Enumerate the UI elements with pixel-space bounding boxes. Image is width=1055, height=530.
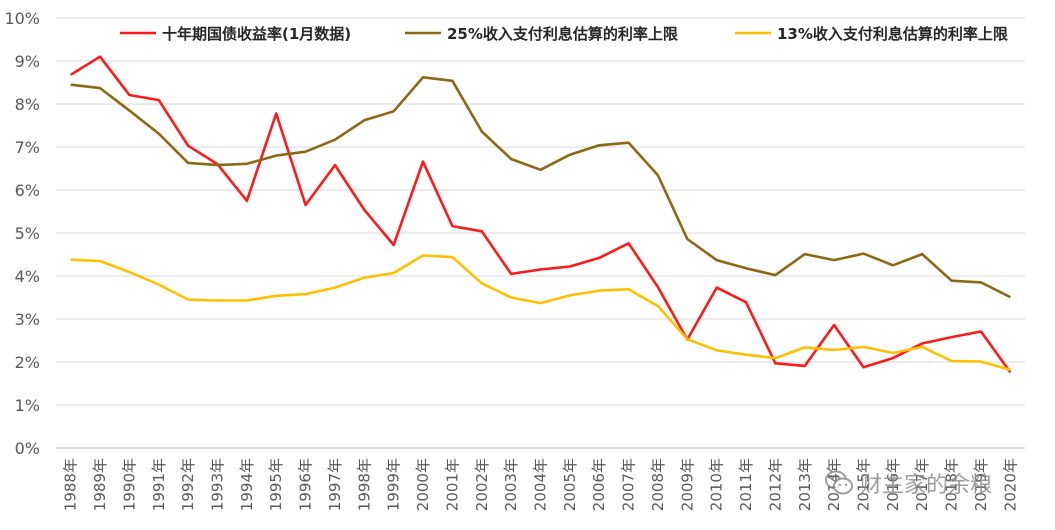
x-tick-label: 1991年 bbox=[150, 458, 168, 511]
x-tick-label: 2002年 bbox=[473, 458, 491, 511]
x-tick-label: 2003年 bbox=[502, 458, 520, 511]
y-tick-label: 0% bbox=[15, 439, 40, 458]
x-tick-label: 1999年 bbox=[385, 458, 403, 511]
x-tick-label: 1994年 bbox=[238, 458, 256, 511]
gridlines bbox=[56, 17, 1025, 449]
x-tick-label: 1996年 bbox=[297, 458, 315, 511]
legend-label-2: 25%收入支付利息估算的利率上限 bbox=[447, 25, 678, 43]
y-tick-label: 5% bbox=[15, 224, 40, 243]
y-tick-label: 1% bbox=[15, 396, 40, 415]
x-tick-label: 2020年 bbox=[1001, 458, 1019, 511]
x-tick-label: 1993年 bbox=[209, 458, 227, 511]
y-tick-label: 8% bbox=[15, 95, 40, 114]
y-tick-label: 2% bbox=[15, 353, 40, 372]
series-line-1 bbox=[70, 55, 1012, 374]
series-line-3 bbox=[70, 254, 1011, 371]
x-tick-label: 2017年 bbox=[913, 458, 931, 511]
x-tick-label: 2009年 bbox=[678, 458, 696, 511]
watermark-text: 财主家的余粮 bbox=[860, 473, 993, 498]
x-tick-label: 2010年 bbox=[708, 458, 726, 511]
y-tick-label: 10% bbox=[4, 9, 40, 28]
series-line-2 bbox=[70, 76, 1011, 299]
legend-label-1: 十年期国债收益率(1月数据) bbox=[162, 25, 351, 43]
y-tick-label: 4% bbox=[15, 267, 40, 286]
legend-label-3: 13%收入支付利息估算的利率上限 bbox=[777, 25, 1008, 43]
x-tick-label: 2005年 bbox=[561, 458, 579, 511]
x-tick-label: 2012年 bbox=[766, 458, 784, 511]
y-tick-label: 6% bbox=[15, 181, 40, 200]
legend: 十年期国债收益率(1月数据) 25%收入支付利息估算的利率上限 13%收入支付利息估… bbox=[120, 25, 1008, 43]
x-tick-label: 1989年 bbox=[91, 458, 109, 511]
x-tick-label: 2018年 bbox=[943, 458, 961, 511]
x-tick-label: 2016年 bbox=[884, 458, 902, 511]
y-tick-label: 7% bbox=[15, 138, 40, 157]
series-lines bbox=[70, 55, 1012, 374]
x-tick-label: 1990年 bbox=[120, 458, 138, 511]
x-tick-label: 2006年 bbox=[590, 458, 608, 511]
x-tick-label: 2004年 bbox=[532, 458, 550, 511]
x-tick-label: 2000年 bbox=[414, 458, 432, 511]
x-tick-label: 2011年 bbox=[737, 458, 755, 511]
x-tick-label: 1998年 bbox=[355, 458, 373, 511]
x-tick-label: 2015年 bbox=[855, 458, 873, 511]
y-axis: 0% 1% 2% 3% 4% 5% 6% 7% 8% 9% 10% bbox=[4, 9, 40, 458]
x-tick-label: 1992年 bbox=[179, 458, 197, 511]
x-tick-label: 2007年 bbox=[620, 458, 638, 511]
x-tick-label: 2008年 bbox=[649, 458, 667, 511]
x-axis: 1988年 1989年 1990年 1991年 1992年 1993年 1994年 1995年… bbox=[62, 458, 1020, 511]
x-tick-label: 2001年 bbox=[443, 458, 461, 511]
x-tick-label: 1995年 bbox=[267, 458, 285, 511]
x-tick-label: 2013年 bbox=[796, 458, 814, 511]
y-tick-label: 9% bbox=[15, 52, 40, 71]
x-tick-label: 1988年 bbox=[62, 458, 80, 511]
x-tick-label: 2019年 bbox=[972, 458, 990, 511]
watermark: 财主家的余粮 bbox=[824, 466, 1034, 500]
wechat-icon bbox=[825, 470, 853, 495]
y-tick-label: 3% bbox=[15, 310, 40, 329]
x-tick-label: 1997年 bbox=[326, 458, 344, 511]
